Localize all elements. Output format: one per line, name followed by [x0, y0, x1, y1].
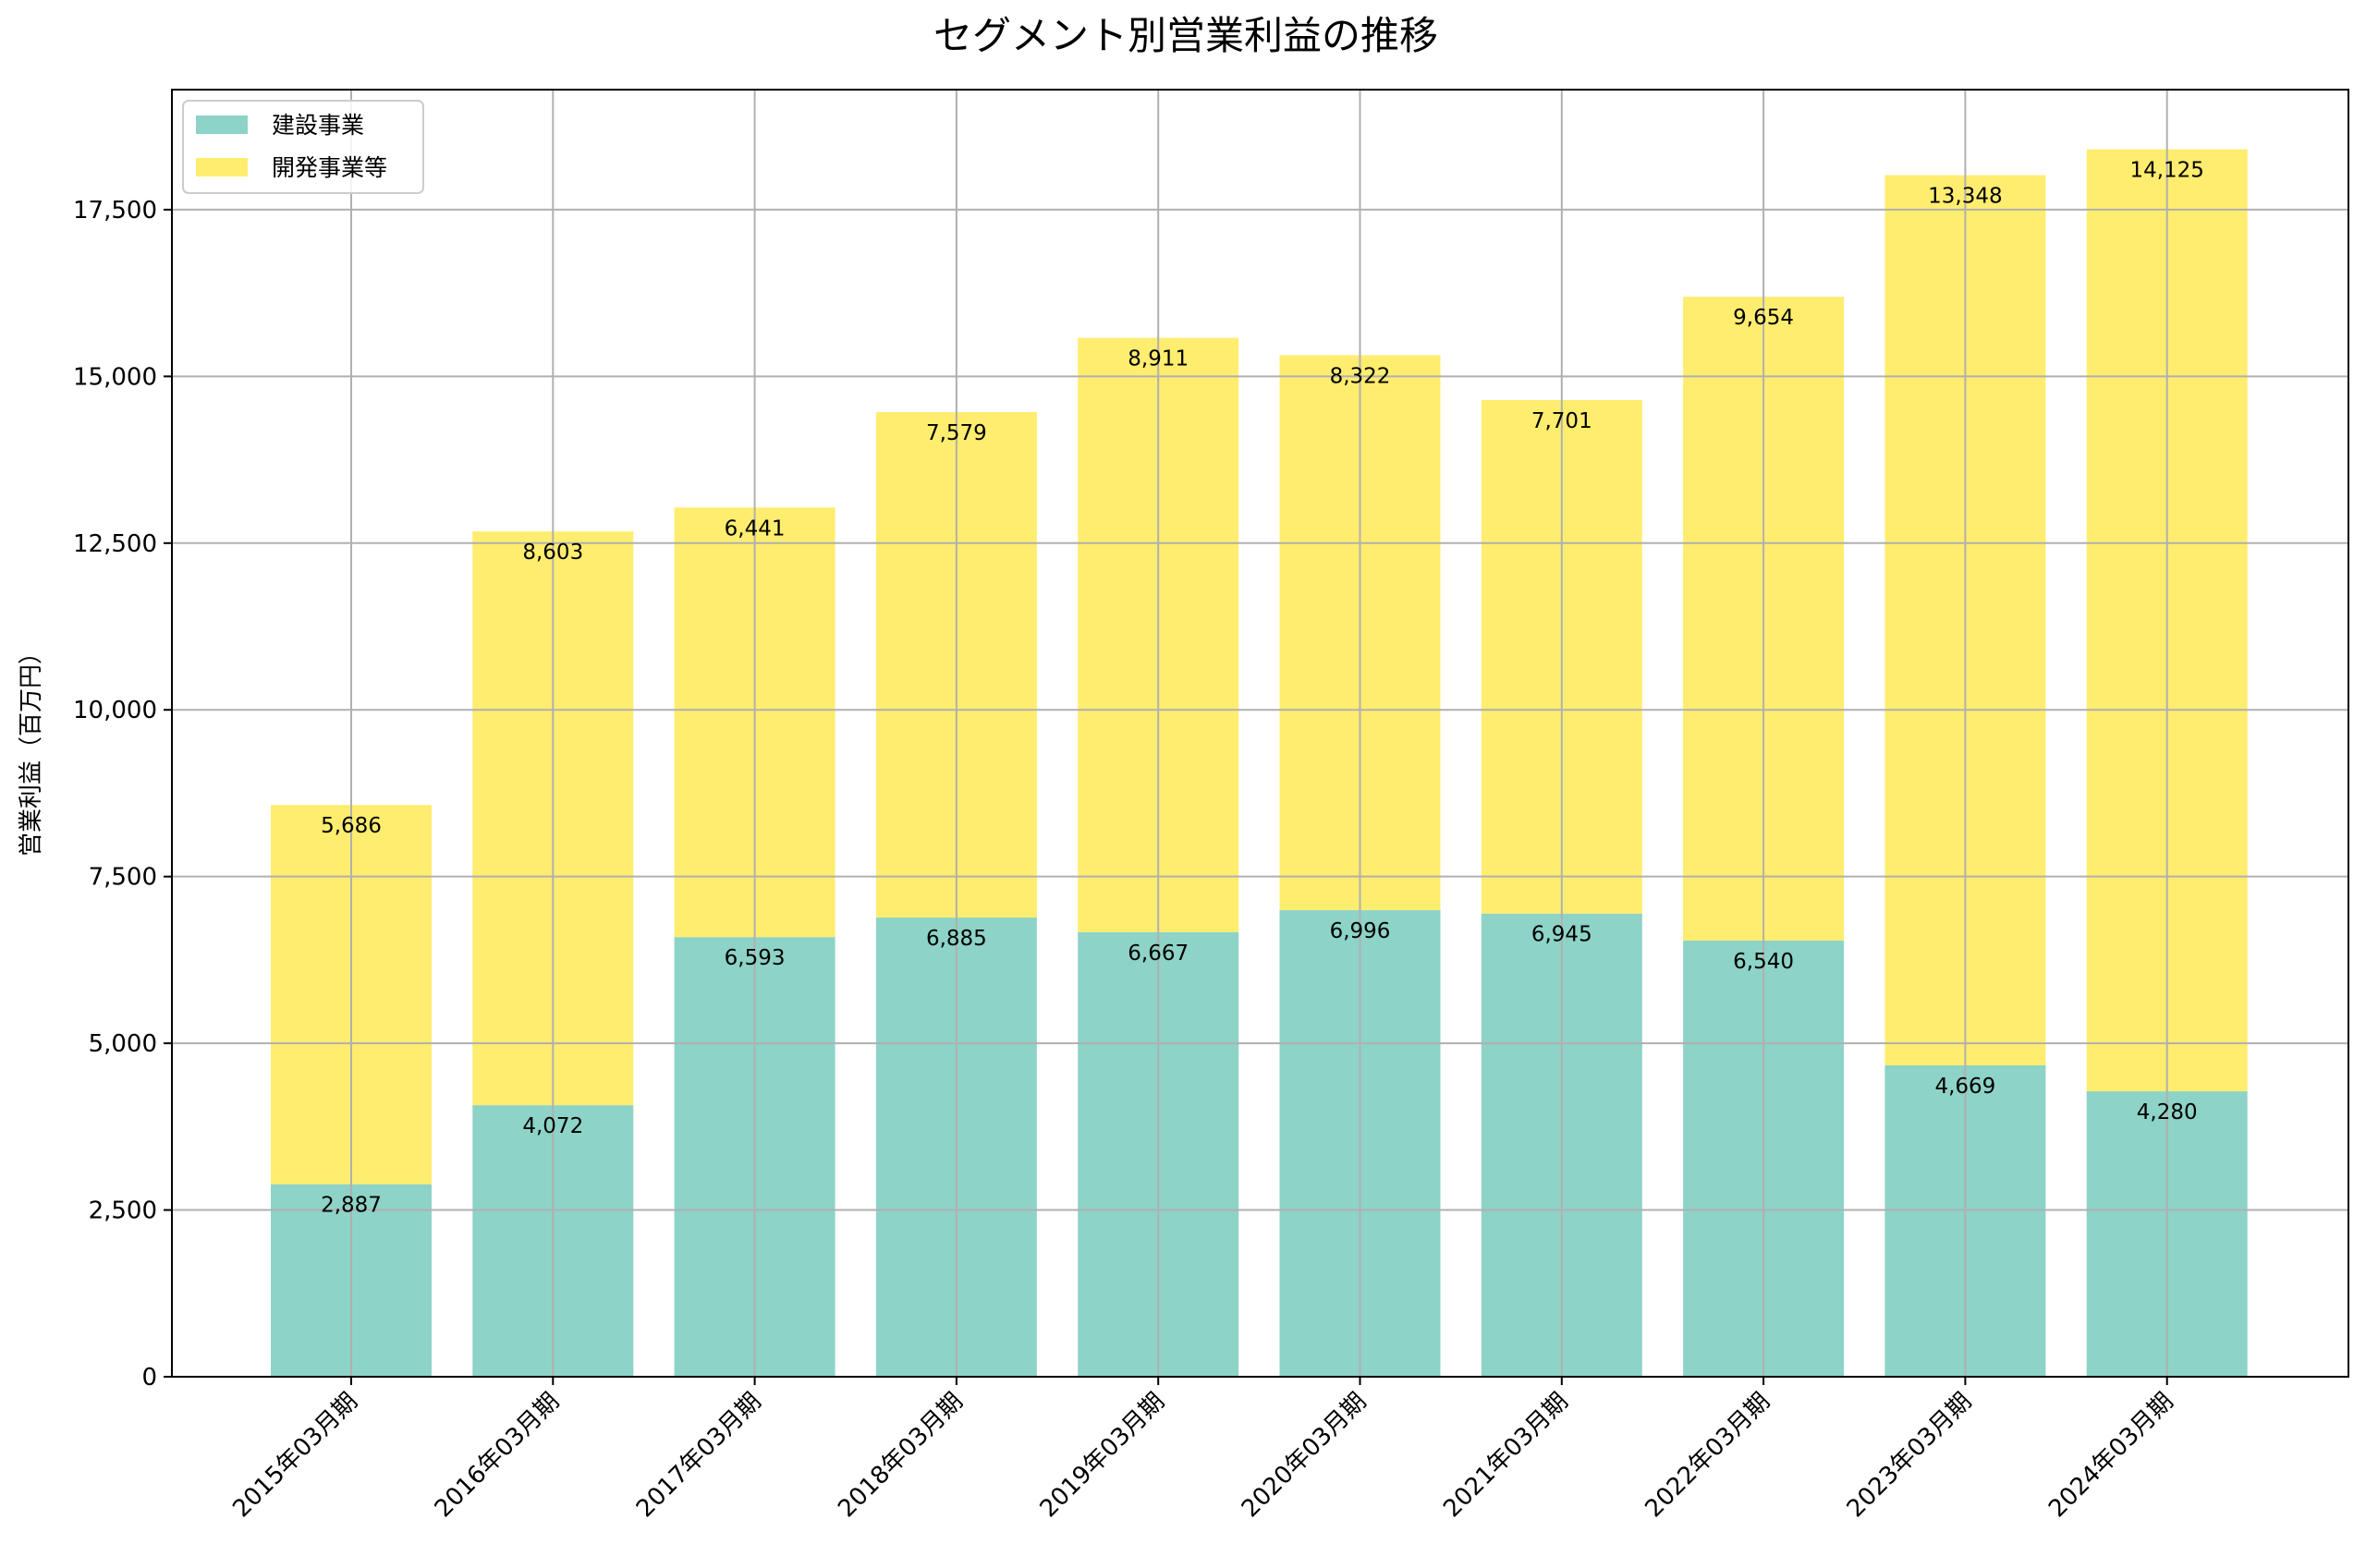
data-label-series2-5: 8,911	[1128, 347, 1189, 371]
bars-group	[271, 149, 2248, 1377]
data-label-series1-5: 6,667	[1128, 942, 1189, 966]
x-tick-label-8: 2022年03月期	[1640, 1388, 1775, 1524]
bar-labels-group: 2,887 5,686 4,072 8,603 6,593 6,441 6,885 7,579…	[321, 159, 2204, 1218]
x-tick-label-9: 2023年03月期	[1842, 1388, 1978, 1524]
data-label-series1-3: 6,593	[725, 946, 786, 970]
x-tick-label-2: 2016年03月期	[430, 1388, 566, 1524]
data-label-series1-9: 4,669	[1934, 1075, 1995, 1099]
x-tick-label-7: 2021年03月期	[1438, 1388, 1574, 1524]
y-tick-label-1: 0	[141, 1364, 157, 1392]
chart-title: セグメント別営業利益の推移	[933, 13, 1438, 58]
y-axis-title: 営業利益（百万円）	[18, 640, 45, 857]
data-label-series2-3: 6,441	[725, 517, 786, 541]
legend-label-2: 開発事業等	[272, 154, 387, 181]
data-label-series2-9: 13,348	[1928, 185, 2002, 209]
data-label-series1-8: 6,540	[1733, 950, 1794, 974]
y-tick-label-6: 12,500	[73, 530, 157, 558]
y-tick-label-5: 10,000	[73, 697, 157, 724]
x-tick-label-5: 2019年03月期	[1035, 1388, 1171, 1524]
y-tick-label-4: 7,500	[89, 864, 157, 892]
data-label-series2-1: 5,686	[321, 814, 382, 838]
data-label-series2-2: 8,603	[522, 541, 583, 565]
x-tick-label-10: 2024年03月期	[2043, 1388, 2179, 1524]
data-label-series2-10: 14,125	[2129, 159, 2203, 183]
x-tick-label-4: 2018年03月期	[833, 1388, 969, 1524]
data-label-series2-7: 7,701	[1531, 409, 1592, 433]
y-tick-label-2: 2,500	[89, 1197, 157, 1225]
data-label-series2-4: 7,579	[926, 421, 987, 445]
x-tick-label-3: 2017年03月期	[631, 1388, 767, 1524]
legend-swatch-2	[196, 158, 248, 176]
y-tick-label-3: 5,000	[89, 1030, 157, 1058]
y-tick-label-8: 17,500	[73, 197, 157, 225]
legend-label-1: 建設事業	[272, 112, 364, 139]
x-tick-label-6: 2020年03月期	[1237, 1388, 1372, 1524]
data-label-series1-10: 4,280	[2137, 1100, 2198, 1124]
data-label-series1-7: 6,945	[1531, 923, 1592, 947]
data-label-series1-6: 6,996	[1330, 919, 1391, 943]
x-axis-ticks: 2015年03月期 2016年03月期 2017年03月期 2018年03月期 2019…	[227, 1377, 2179, 1524]
y-axis-ticks: 0 2,500 5,000 7,500 10,000 12,500 15,000 17,500	[73, 197, 172, 1392]
y-tick-label-7: 15,000	[73, 363, 157, 391]
data-label-series2-6: 8,322	[1330, 364, 1391, 388]
legend-swatch-1	[196, 115, 248, 134]
data-label-series1-1: 2,887	[321, 1194, 382, 1218]
data-label-series1-2: 4,072	[522, 1114, 583, 1138]
data-label-series1-4: 6,885	[926, 927, 987, 951]
x-tick-label-1: 2015年03月期	[227, 1388, 363, 1524]
plot-frame	[171, 89, 2349, 1378]
data-label-series2-8: 9,654	[1733, 306, 1794, 330]
